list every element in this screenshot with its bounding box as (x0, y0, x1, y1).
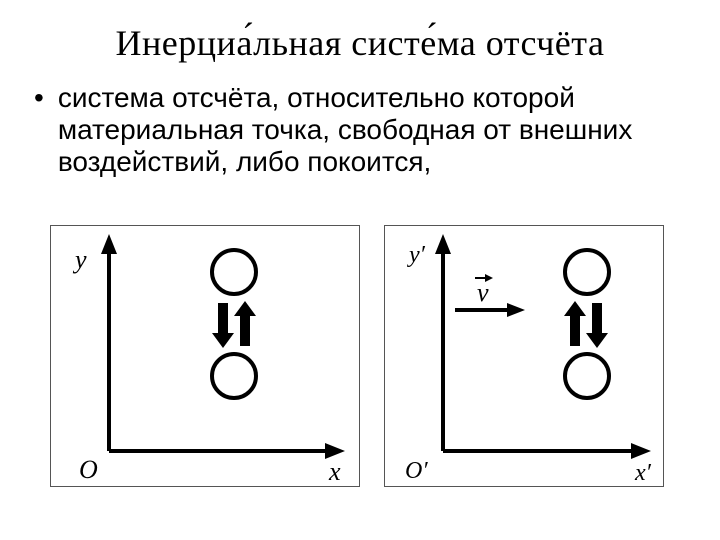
diagram-right: y′ x′ O′ v (384, 225, 664, 487)
y-axis-arrowhead-icon (101, 234, 117, 254)
arrow-down-prime-icon (586, 303, 608, 348)
y-axis-label: y (72, 245, 87, 274)
x-axis-label: x (328, 457, 341, 486)
arrow-up-prime-icon (564, 301, 586, 346)
body-paragraph: система отсчёта, относительно которой ма… (58, 82, 690, 179)
x-prime-axis-arrowhead-icon (631, 443, 651, 459)
circle-top-prime (565, 250, 609, 294)
y-prime-axis-arrowhead-icon (435, 234, 451, 254)
bullet-icon: • (30, 82, 58, 114)
circle-bottom (212, 354, 256, 398)
slide-body: • система отсчёта, относительно которой … (0, 82, 720, 179)
circle-bottom-prime (565, 354, 609, 398)
diagram-left: y x O (50, 225, 360, 487)
slide-title: Инерциа́льная систе́ма отсчёта (0, 0, 720, 82)
x-prime-label: x′ (634, 460, 652, 486)
velocity-arrow-icon (455, 303, 525, 317)
arrow-down-icon (212, 303, 234, 348)
velocity-label: v (477, 278, 489, 307)
origin-label: O (79, 455, 98, 484)
y-prime-label: y′ (407, 242, 426, 268)
origin-prime-label: O′ (405, 458, 428, 484)
diagram-row: y x O y′ (50, 225, 664, 487)
bullet-item: • система отсчёта, относительно которой … (30, 82, 690, 179)
arrow-up-icon (234, 301, 256, 346)
circle-top (212, 250, 256, 294)
velocity-vector-arrowhead-icon (485, 274, 493, 282)
